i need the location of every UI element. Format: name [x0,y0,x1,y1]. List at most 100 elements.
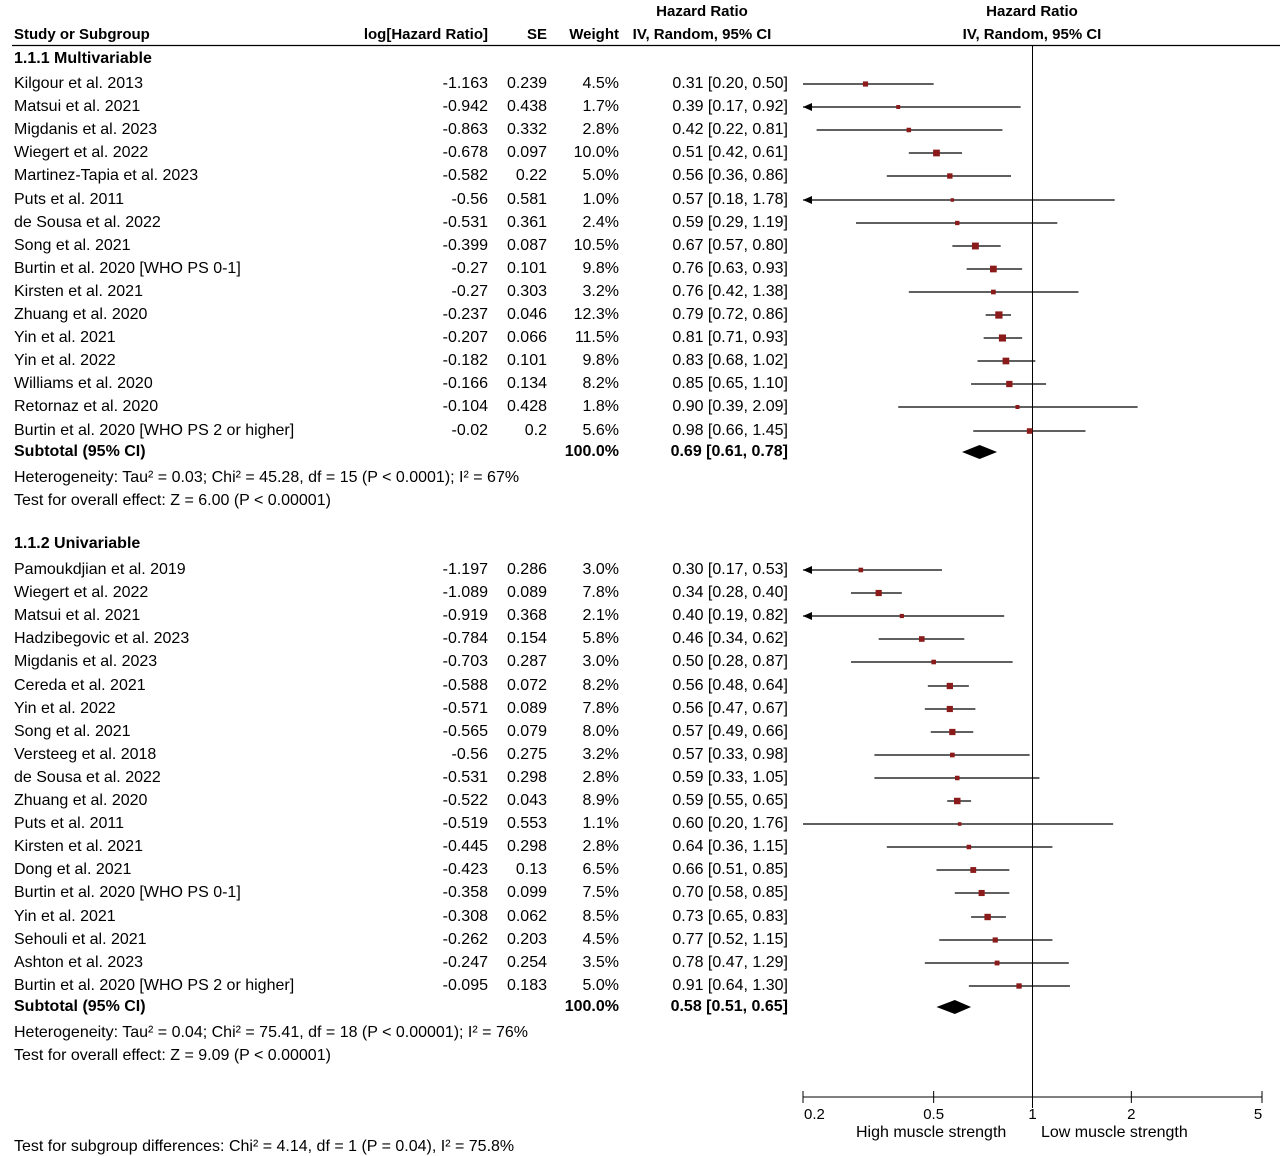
study-name: Song et al. 2021 [14,237,131,254]
subtotal-ci: 0.69 [0.61, 0.78] [670,443,788,460]
study-point [971,242,979,250]
study-point [994,960,1000,966]
study-name: Yin et al. 2022 [14,352,116,369]
plot-column-title: Hazard Ratio [986,3,1078,20]
se-value: 0.13 [515,861,547,878]
se-value: 0.361 [506,214,547,231]
hr-ci-value: 0.59 [0.29, 1.19] [672,214,788,231]
subtotal-label: Subtotal (95% CI) [14,443,146,460]
hr-ci-value: 0.40 [0.19, 0.82] [672,607,788,624]
study-name: Wiegert et al. 2022 [14,144,149,161]
se-value: 0.368 [506,607,547,624]
x-axis-tick-label: 1 [1028,1106,1036,1123]
loghr-value: -0.519 [442,815,488,832]
study-point [933,149,940,157]
hr-ci-value: 0.91 [0.64, 1.30] [672,977,788,994]
study-point [957,822,962,826]
weight-value: 3.5% [582,954,619,971]
se-value: 0.066 [506,329,547,346]
loghr-value: -0.095 [442,977,488,994]
study-point [949,728,956,736]
study-name: Kirsten et al. 2021 [14,838,143,855]
study-point [950,198,955,202]
hr-ci-value: 0.46 [0.34, 0.62] [672,630,788,647]
x-axis-tick-label: 2 [1127,1106,1135,1123]
subtotal-label: Subtotal (95% CI) [14,998,146,1015]
study-point [1016,983,1022,989]
loghr-value: -1.089 [442,584,488,601]
loghr-value: -0.56 [451,746,488,763]
hr-ci-value: 0.77 [0.52, 1.15] [672,931,788,948]
study-point [858,567,864,573]
weight-value: 2.8% [582,121,619,138]
se-column-header: SE [526,26,547,43]
study-name: Matsui et al. 2021 [14,607,141,624]
weight-value: 5.6% [582,422,619,439]
study-name: Kirsten et al. 2021 [14,283,143,300]
weight-value: 4.5% [582,931,619,948]
se-value: 0.097 [506,144,547,161]
weight-value: 6.5% [582,861,619,878]
se-value: 0.303 [506,283,547,300]
study-name: Retornaz et al. 2020 [14,398,159,415]
study-point [955,775,960,781]
study-name: Martinez-Tapia et al. 2023 [14,167,199,184]
study-name: Hadzibegovic et al. 2023 [14,630,190,647]
weight-value: 4.5% [582,75,619,92]
hr-ci-value: 0.81 [0.71, 0.93] [672,329,788,346]
se-value: 0.275 [506,746,547,763]
hr-ci-value: 0.42 [0.22, 0.81] [672,121,788,138]
ci-clip-arrow [803,196,812,204]
se-value: 0.099 [506,884,547,901]
weight-value: 3.2% [582,746,619,763]
subgroup-differences-text: Test for subgroup differences: Chi² = 4.… [14,1138,515,1155]
study-point [1026,428,1033,434]
weight-value: 5.8% [582,630,619,647]
study-name: Burtin et al. 2020 [WHO PS 0-1] [14,260,241,277]
study-name: Burtin et al. 2020 [WHO PS 2 or higher] [14,977,295,994]
x-axis-tick-label: 0.2 [804,1106,825,1123]
study-point [875,589,882,597]
loghr-value: -0.919 [442,607,488,624]
weight-value: 3.0% [582,561,619,578]
weight-value: 11.5% [574,329,619,346]
se-value: 0.101 [506,260,547,277]
study-point [946,682,953,690]
loghr-value: -0.166 [442,375,488,392]
se-value: 0.332 [506,121,547,138]
study-name: Cereda et al. 2021 [14,677,146,694]
se-value: 0.089 [506,584,547,601]
loghr-value: -0.308 [442,908,488,925]
study-point [946,705,953,713]
hr-ci-value: 0.83 [0.68, 1.02] [672,352,788,369]
hr-ci-value: 0.59 [0.55, 0.65] [672,792,788,809]
loghr-value: -0.863 [442,121,488,138]
se-value: 0.22 [515,167,547,184]
study-point [990,265,997,273]
study-point [896,105,901,109]
hr-ci-value: 0.79 [0.72, 0.86] [672,306,788,323]
weight-value: 1.1% [582,815,619,832]
study-point [1002,357,1010,365]
hr-ci-value: 0.50 [0.28, 0.87] [672,653,788,670]
study-name: Kilgour et al. 2013 [14,75,143,92]
loghr-value: -0.399 [442,237,488,254]
hr-ci-value: 0.67 [0.57, 0.80] [672,237,788,254]
loghr-value: -0.531 [442,769,488,786]
weight-value: 7.5% [582,884,619,901]
study-point [955,220,960,226]
se-value: 0.298 [506,838,547,855]
hr-ci-value: 0.56 [0.48, 0.64] [672,677,788,694]
weight-value: 1.8% [582,398,619,415]
study-column-header: Study or Subgroup [14,26,150,43]
hr-ci-value: 0.59 [0.33, 1.05] [672,769,788,786]
weight-value: 7.8% [582,700,619,717]
se-value: 0.254 [506,954,547,971]
se-value: 0.2 [524,422,547,439]
weight-value: 8.2% [582,677,619,694]
loghr-value: -0.445 [442,838,488,855]
overall-effect-text: Test for overall effect: Z = 6.00 (P < 0… [14,492,331,509]
ci-clip-arrow [803,612,812,620]
study-point [998,334,1006,342]
